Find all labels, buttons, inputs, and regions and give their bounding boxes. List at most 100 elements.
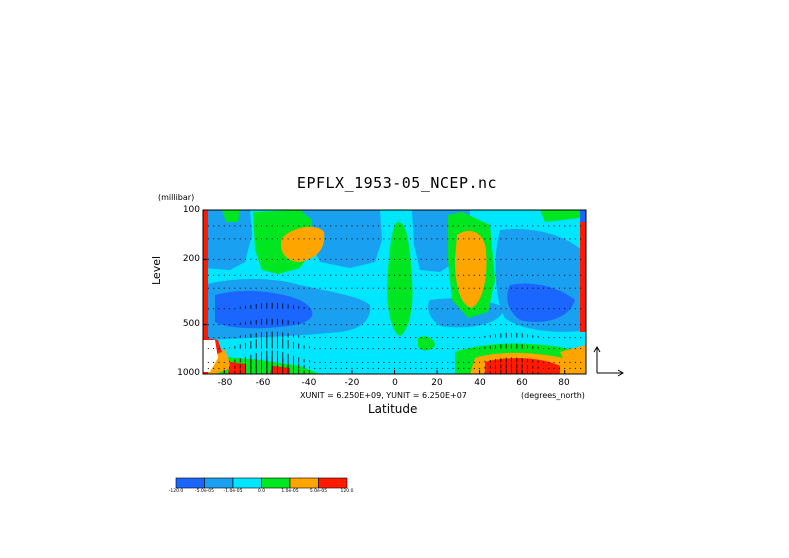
flux-vector bbox=[394, 238, 395, 240]
flux-vector bbox=[489, 238, 491, 240]
flux-vector bbox=[564, 238, 566, 240]
contour-fill-red bbox=[270, 366, 290, 374]
flux-vector bbox=[431, 287, 433, 289]
flux-vector bbox=[335, 225, 337, 227]
flux-vector bbox=[431, 258, 433, 260]
flux-vector bbox=[457, 238, 459, 240]
flux-vector bbox=[271, 274, 273, 276]
flux-vector bbox=[415, 258, 417, 260]
flux-vector bbox=[207, 274, 209, 276]
flux-vector bbox=[580, 361, 582, 363]
flux-vector bbox=[255, 225, 257, 227]
flux-vector bbox=[457, 337, 459, 339]
flux-vector bbox=[404, 225, 406, 227]
flux-vector bbox=[362, 238, 364, 240]
flux-vector bbox=[489, 287, 491, 289]
flux-vector bbox=[356, 274, 358, 276]
flux-vector bbox=[479, 225, 481, 227]
flux-vector bbox=[223, 308, 225, 310]
flux-vector bbox=[223, 274, 225, 276]
flux-vector bbox=[346, 361, 348, 363]
flux-vector bbox=[218, 287, 220, 289]
flux-vector bbox=[223, 367, 225, 369]
flux-vector bbox=[521, 238, 523, 240]
flux-vector bbox=[468, 348, 470, 350]
flux-vector bbox=[526, 258, 528, 260]
flux-vector bbox=[218, 337, 220, 339]
flux-vector bbox=[542, 238, 544, 240]
flux-vector bbox=[526, 238, 528, 240]
flux-vector bbox=[394, 287, 395, 289]
flux-vector bbox=[388, 225, 390, 227]
flux-vector bbox=[526, 274, 528, 276]
flux-vector bbox=[431, 337, 433, 339]
flux-vector bbox=[330, 287, 332, 289]
flux-vector bbox=[362, 361, 364, 363]
flux-vector bbox=[516, 274, 518, 276]
flux-vector bbox=[399, 258, 401, 260]
colorbar-segment bbox=[175, 477, 205, 489]
flux-vector bbox=[261, 238, 263, 240]
flux-vector bbox=[372, 225, 374, 227]
flux-vector bbox=[223, 361, 225, 363]
flux-vector bbox=[505, 274, 507, 276]
flux-vector bbox=[330, 274, 332, 276]
flux-vector bbox=[447, 337, 449, 339]
flux-vector bbox=[447, 238, 449, 240]
flux-vector bbox=[388, 348, 390, 350]
flux-vector bbox=[511, 274, 513, 276]
flux-vector bbox=[223, 287, 225, 289]
flux-vector bbox=[303, 225, 305, 227]
flux-vector bbox=[415, 348, 417, 350]
flux-vector bbox=[558, 287, 560, 289]
flux-vector bbox=[356, 308, 358, 310]
flux-vector bbox=[436, 308, 438, 310]
flux-vector bbox=[383, 324, 385, 326]
flux-vector bbox=[548, 274, 550, 276]
flux-vector bbox=[436, 361, 438, 363]
flux-vector bbox=[394, 367, 395, 369]
flux-vector bbox=[564, 225, 566, 227]
colorbar-segment bbox=[261, 477, 291, 489]
flux-vector bbox=[372, 361, 374, 363]
flux-vector bbox=[271, 238, 273, 240]
flux-vector bbox=[292, 258, 294, 260]
flux-vector bbox=[511, 308, 513, 310]
flux-vector bbox=[266, 274, 268, 276]
flux-vector bbox=[330, 324, 332, 326]
flux-vector bbox=[213, 274, 215, 276]
flux-vector bbox=[319, 348, 321, 350]
flux-vector bbox=[516, 238, 518, 240]
flux-vector bbox=[356, 367, 358, 369]
flux-vector bbox=[367, 348, 369, 350]
flux-vector bbox=[351, 348, 353, 350]
flux-vector bbox=[362, 337, 364, 339]
flux-vector bbox=[457, 258, 459, 260]
flux-vector bbox=[324, 308, 326, 310]
flux-vector bbox=[207, 361, 209, 363]
flux-vector bbox=[399, 225, 401, 227]
flux-vector bbox=[367, 337, 369, 339]
flux-vector bbox=[415, 274, 417, 276]
flux-vector bbox=[362, 324, 364, 326]
flux-vector bbox=[553, 361, 555, 363]
flux-vector bbox=[473, 225, 475, 227]
flux-vector bbox=[521, 225, 523, 227]
flux-vector bbox=[229, 287, 231, 289]
flux-vector bbox=[580, 238, 582, 240]
flux-vector bbox=[425, 225, 427, 227]
flux-vector bbox=[420, 287, 422, 289]
colorbar-segment bbox=[289, 477, 319, 489]
flux-vector bbox=[521, 287, 523, 289]
flux-vector bbox=[346, 337, 348, 339]
flux-vector bbox=[261, 287, 263, 289]
flux-vector bbox=[367, 287, 369, 289]
flux-vector bbox=[239, 238, 241, 240]
flux-vector bbox=[234, 225, 236, 227]
flux-vector bbox=[404, 337, 406, 339]
flux-vector bbox=[324, 274, 326, 276]
flux-vector bbox=[335, 287, 337, 289]
flux-vector bbox=[564, 308, 566, 310]
flux-vector bbox=[367, 258, 369, 260]
flux-vector bbox=[463, 274, 465, 276]
